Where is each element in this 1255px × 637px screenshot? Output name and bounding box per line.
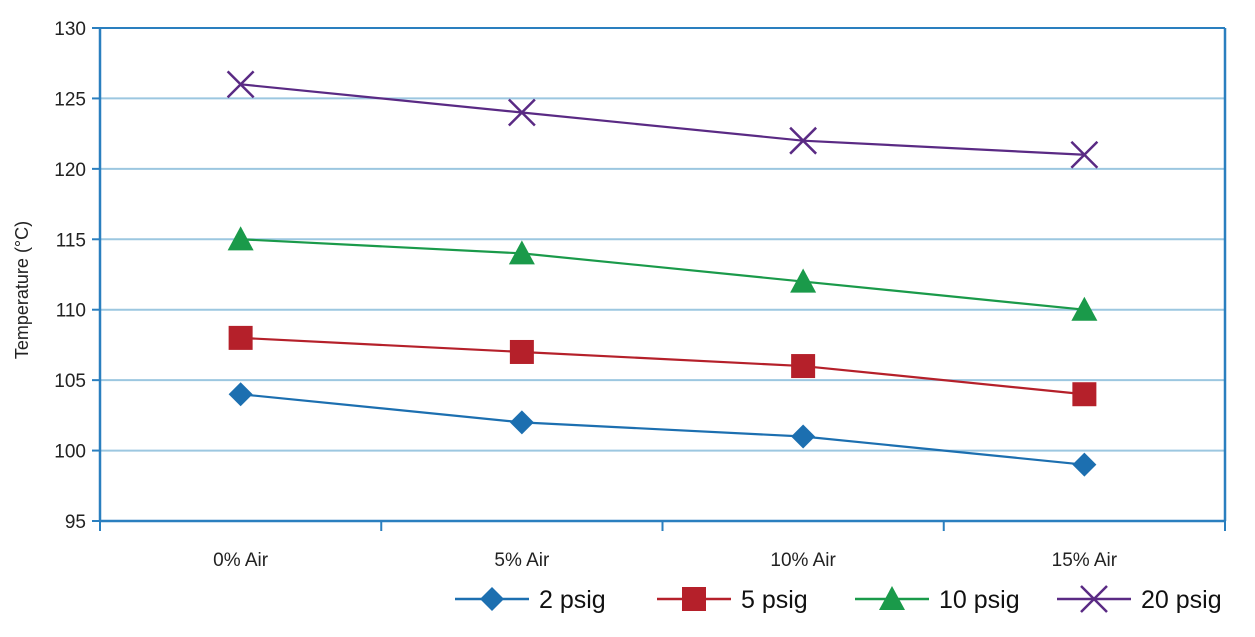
data-point [789, 126, 818, 155]
y-tick-label: 110 [56, 301, 86, 322]
data-point [228, 382, 253, 407]
series-line [240, 336, 1085, 396]
grid-lines [100, 27, 1225, 452]
data-point [1072, 452, 1097, 477]
x-tick-labels: 0% Air 5% Air 10% Air 15% Air [213, 550, 1118, 571]
data-point [509, 410, 534, 435]
series-5-psig [228, 325, 1097, 407]
y-tick-label: 95 [65, 512, 86, 533]
legend-marker [879, 586, 905, 611]
y-tick-label: 100 [54, 442, 86, 463]
legend-label: 5 psig [741, 586, 808, 614]
y-axis-label: Temperature (°C) [12, 221, 32, 359]
legend: 2 psig 5 psig 10 psig 20 psig [455, 585, 1222, 614]
data-point [1071, 296, 1098, 321]
legend-item: 10 psig [855, 586, 1020, 614]
legend-label: 10 psig [939, 586, 1020, 614]
x-tick-label: 10% Air [770, 550, 836, 571]
data-point [508, 240, 535, 265]
data-point [790, 268, 817, 293]
legend-marker [682, 587, 706, 611]
data-point [791, 354, 816, 379]
y-tick-label: 130 [54, 19, 86, 40]
data-point [227, 226, 254, 251]
legend-item: 20 psig [1057, 585, 1222, 614]
series-2-psig [228, 382, 1097, 477]
legend-marker [1080, 585, 1108, 613]
y-tick-label: 120 [54, 160, 86, 181]
series-line [240, 83, 1085, 156]
legend-label: 20 psig [1141, 586, 1222, 614]
legend-label: 2 psig [539, 586, 606, 614]
y-tick-label: 125 [54, 89, 86, 110]
y-tick-label: 105 [54, 371, 86, 392]
data-point [791, 424, 816, 449]
data-point [507, 98, 536, 127]
data-point [226, 70, 255, 99]
x-tick-label: 15% Air [1052, 550, 1118, 571]
series-line [240, 238, 1085, 311]
axes [92, 27, 1227, 531]
legend-item: 2 psig [455, 586, 606, 614]
y-tick-labels: 95 100 105 110 115 120 125 130 [54, 19, 86, 533]
data-point [509, 339, 534, 364]
data-point [1070, 140, 1099, 169]
series-10-psig [227, 226, 1098, 321]
series-line [240, 393, 1085, 466]
series [226, 70, 1099, 477]
x-tick-label: 5% Air [494, 550, 550, 571]
legend-marker [480, 587, 504, 611]
series-20-psig [226, 70, 1099, 169]
data-point [1072, 382, 1097, 407]
x-tick-label: 0% Air [213, 550, 269, 571]
y-tick-label: 115 [56, 230, 86, 251]
data-point [228, 325, 253, 350]
legend-item: 5 psig [657, 586, 808, 614]
